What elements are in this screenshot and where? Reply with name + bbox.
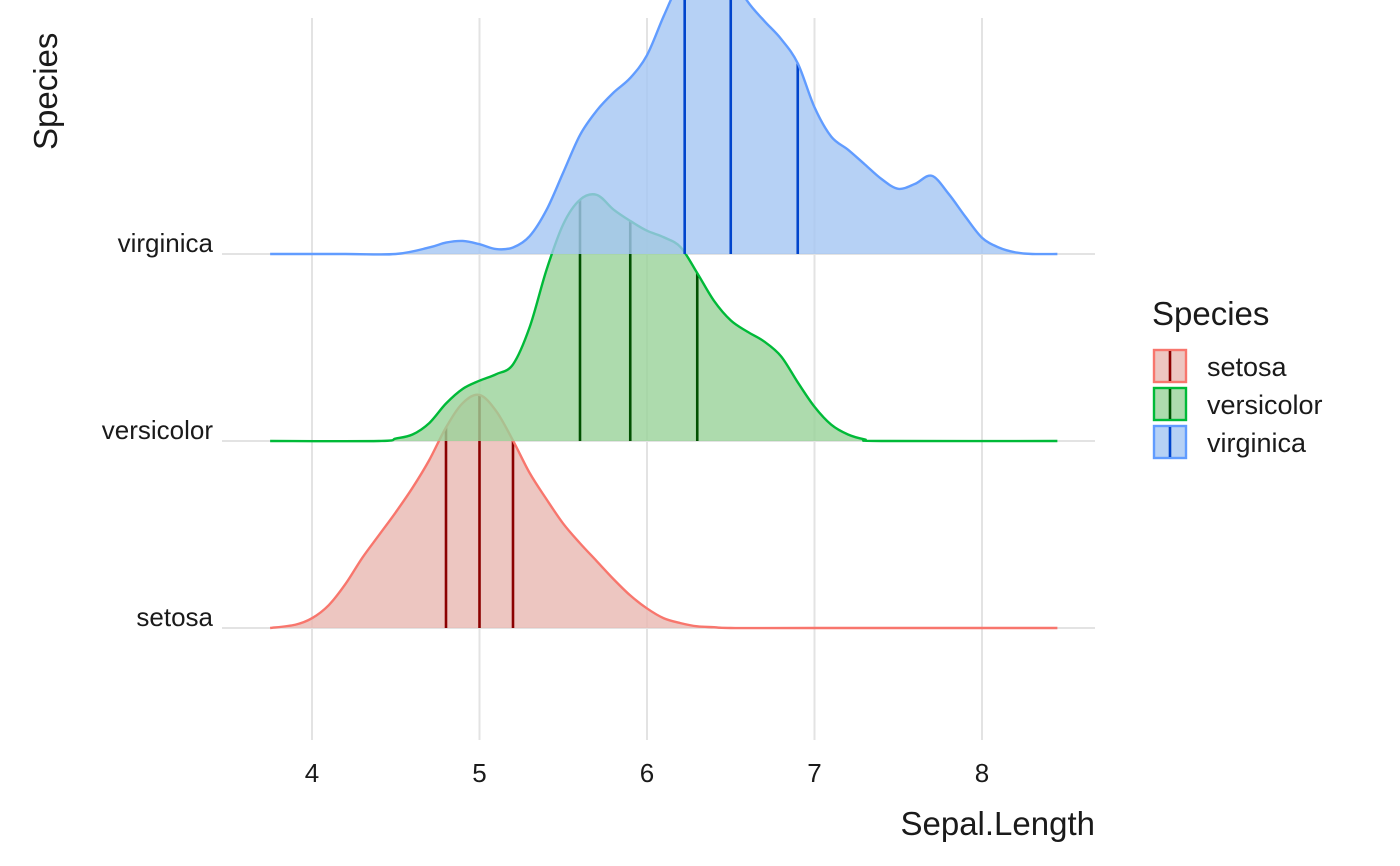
x-tick-label-7: 7	[807, 758, 821, 788]
legend: Species setosa versicolor virginica	[1152, 295, 1323, 460]
ridge-area-virginica	[270, 0, 1058, 255]
ridge-outline-virginica	[270, 0, 1058, 256]
y-tick-label-virginica: virginica	[118, 228, 214, 258]
legend-title: Species	[1152, 295, 1269, 332]
x-tick-label-4: 4	[305, 758, 319, 788]
ridge-outline-setosa	[269, 393, 1058, 630]
x-tick-label-6: 6	[640, 758, 654, 788]
tick-layer: 4 5 6 7 8 setosa versicolor virginica	[102, 228, 989, 788]
y-tick-label-setosa: setosa	[136, 602, 213, 632]
legend-label-setosa: setosa	[1207, 352, 1288, 382]
ridge-virginica	[270, 0, 1058, 256]
x-tick-label-8: 8	[975, 758, 989, 788]
ridge-area-setosa	[270, 394, 1058, 629]
legend-item-versicolor: versicolor	[1152, 386, 1323, 422]
legend-label-virginica: virginica	[1207, 428, 1307, 458]
x-tick-label-5: 5	[472, 758, 486, 788]
ridge-area-versicolor	[270, 194, 1058, 442]
legend-item-setosa: setosa	[1152, 348, 1288, 384]
y-tick-label-versicolor: versicolor	[102, 415, 214, 445]
legend-item-virginica: virginica	[1152, 424, 1307, 460]
x-axis-title: Sepal.Length	[900, 805, 1095, 842]
ridge-layer	[269, 0, 1058, 630]
legend-label-versicolor: versicolor	[1207, 390, 1323, 420]
ridge-setosa	[269, 393, 1058, 630]
y-axis-title: Species	[27, 33, 64, 150]
